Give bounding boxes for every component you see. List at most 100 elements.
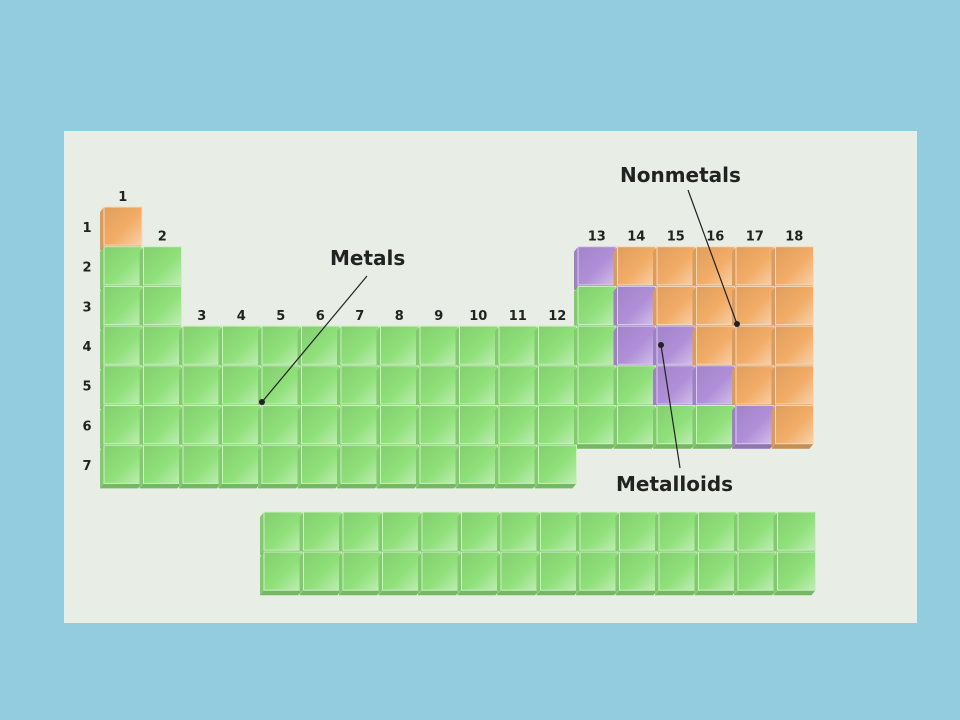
- group-label: 10: [469, 309, 487, 324]
- element-cell-metal: [139, 325, 182, 370]
- group-label: 17: [746, 230, 764, 245]
- f-block-cell: [457, 551, 500, 596]
- element-cell-metal: [376, 405, 419, 449]
- f-block-cell: [576, 511, 619, 556]
- f-block-cell: [655, 511, 698, 556]
- period-label: 1: [82, 221, 91, 236]
- element-cell-metal: [574, 405, 617, 449]
- element-cell-metalloid: [574, 246, 617, 290]
- f-block-cell: [655, 551, 698, 596]
- element-cell-metal: [692, 405, 735, 449]
- metals-label: Metals: [330, 246, 405, 270]
- f-block-cell: [536, 551, 579, 596]
- f-block-cell: [457, 511, 500, 556]
- f-block-cell: [299, 511, 342, 556]
- group-label: 14: [627, 230, 645, 245]
- element-cell-metalloid: [613, 325, 656, 370]
- element-cell-metal: [258, 405, 301, 449]
- f-block-cell: [418, 511, 461, 556]
- group-label: 12: [548, 309, 566, 324]
- element-cell-nonmetal: [732, 365, 775, 409]
- period-label: 4: [82, 340, 91, 355]
- group-label: 3: [197, 309, 206, 324]
- element-cell-nonmetal: [732, 246, 775, 290]
- nonmetals-leader-line: [687, 189, 740, 327]
- f-block-cell: [734, 551, 777, 596]
- group-label: 16: [706, 230, 724, 245]
- f-block-cell: [694, 511, 737, 556]
- element-cell-metal: [416, 325, 459, 370]
- f-block-cell: [694, 551, 737, 596]
- element-cell-metal: [613, 405, 656, 449]
- group-label: 9: [434, 309, 443, 324]
- element-cell-metalloid: [732, 405, 775, 449]
- element-cell-metal: [376, 444, 419, 489]
- element-cell-metal: [534, 444, 577, 489]
- element-cell-metal: [495, 444, 538, 489]
- element-cell-metal: [100, 405, 143, 449]
- element-cell-metal: [139, 365, 182, 409]
- element-cell-metal: [455, 444, 498, 489]
- f-block-cell: [260, 551, 303, 596]
- element-cell-metalloid: [613, 285, 656, 330]
- period-label: 6: [82, 419, 91, 434]
- element-cell-nonmetal: [771, 285, 814, 330]
- element-cell-metal: [337, 325, 380, 370]
- group-label: 13: [588, 230, 606, 245]
- element-cell-metal: [455, 325, 498, 370]
- element-cell-nonmetal: [653, 246, 696, 290]
- element-cell-metal: [495, 365, 538, 409]
- element-cell-nonmetal: [771, 325, 814, 370]
- f-block-cell: [536, 511, 579, 556]
- metalloids-leader-line: [658, 342, 681, 469]
- element-cell-nonmetal: [613, 246, 656, 290]
- group-label: 4: [237, 309, 246, 324]
- element-cell-metal: [258, 325, 301, 370]
- element-cell-metal: [297, 365, 340, 409]
- f-block-cell: [734, 511, 777, 556]
- element-cell-metal: [179, 325, 222, 370]
- f-block-cell: [773, 511, 816, 556]
- f-block-cell: [418, 551, 461, 596]
- group-label: 1: [118, 190, 127, 205]
- f-block-cell: [576, 551, 619, 596]
- element-cell-metal: [139, 285, 182, 330]
- element-cell-nonmetal: [732, 325, 775, 370]
- group-label: 18: [785, 230, 803, 245]
- element-cell-metal: [100, 285, 143, 330]
- nonmetals-label: Nonmetals: [620, 163, 741, 187]
- element-cell-nonmetal: [653, 285, 696, 330]
- element-cell-metal: [179, 405, 222, 449]
- element-cell-metal: [495, 325, 538, 370]
- element-cell-metal: [653, 405, 696, 449]
- f-block-cell: [497, 551, 540, 596]
- period-label: 2: [82, 261, 91, 276]
- element-cell-metal: [100, 325, 143, 370]
- group-label: 6: [316, 309, 325, 324]
- element-cell-metalloid: [653, 325, 696, 370]
- element-cell-metal: [218, 325, 261, 370]
- period-label: 7: [82, 459, 91, 474]
- metalloids-label: Metalloids: [616, 472, 733, 496]
- f-block-cell: [378, 551, 421, 596]
- element-cell-metal: [297, 325, 340, 370]
- element-cell-metalloid: [653, 365, 696, 409]
- element-cell-metal: [100, 444, 143, 489]
- element-cell-metal: [337, 365, 380, 409]
- element-cell-metal: [297, 405, 340, 449]
- element-cell-metal: [376, 325, 419, 370]
- element-cell-metal: [534, 405, 577, 449]
- element-cell-nonmetal: [771, 365, 814, 409]
- element-cell-metal: [495, 405, 538, 449]
- element-cell-metal: [139, 444, 182, 489]
- element-cell-metal: [574, 325, 617, 370]
- element-cell-nonmetal: [100, 206, 143, 251]
- element-cell-metal: [218, 365, 261, 409]
- element-cell-metal: [534, 365, 577, 409]
- element-cell-metal: [218, 444, 261, 489]
- element-cell-metal: [416, 405, 459, 449]
- group-label: 7: [355, 309, 364, 324]
- f-block-cell: [299, 551, 342, 596]
